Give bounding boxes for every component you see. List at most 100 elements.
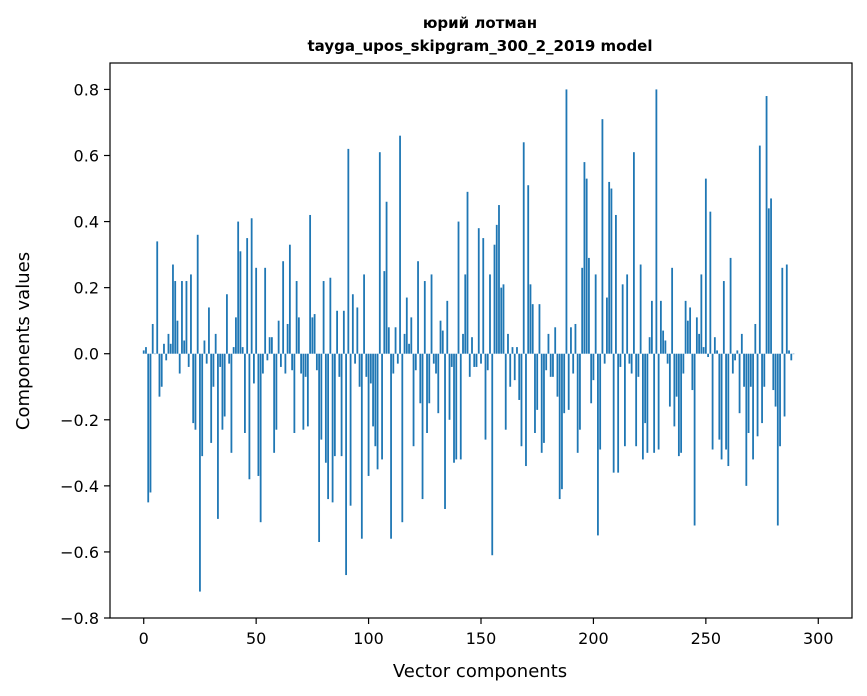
bar-209 <box>612 353 615 473</box>
bar-248 <box>700 274 703 354</box>
bar-187 <box>563 353 566 414</box>
bar-77 <box>315 353 318 371</box>
bar-106 <box>381 353 383 460</box>
bar-267 <box>743 353 745 387</box>
bar-86 <box>336 310 338 354</box>
bar-179 <box>545 353 548 371</box>
bar-124 <box>421 353 424 500</box>
bar-112 <box>394 327 397 354</box>
bar-38 <box>228 353 231 364</box>
bar-3 <box>149 353 152 493</box>
bar-220 <box>637 353 640 377</box>
bar-259 <box>725 353 727 450</box>
bar-210 <box>615 214 617 354</box>
bar-257 <box>720 353 723 460</box>
bar-144 <box>466 191 469 354</box>
bar-127 <box>428 353 431 404</box>
bar-265 <box>738 353 741 414</box>
chart-title: юрий лотман <box>423 14 537 32</box>
bar-255 <box>716 350 718 354</box>
bar-264 <box>736 350 739 354</box>
bar-115 <box>401 353 404 523</box>
bar-122 <box>417 261 419 354</box>
bar-277 <box>765 96 768 354</box>
bar-160 <box>502 284 505 354</box>
bar-195 <box>581 267 584 354</box>
bar-159 <box>500 287 503 354</box>
bar-268 <box>745 353 748 486</box>
bar-101 <box>369 353 372 384</box>
bar-143 <box>464 274 467 354</box>
bar-76 <box>313 314 316 354</box>
bar-6 <box>156 241 159 354</box>
bar-13 <box>172 264 174 354</box>
bar-193 <box>576 353 579 453</box>
bar-110 <box>390 353 392 539</box>
bar-249 <box>702 347 705 354</box>
bar-274 <box>758 145 761 354</box>
bar-63 <box>284 353 287 374</box>
bar-226 <box>650 300 653 354</box>
bar-95 <box>356 307 359 354</box>
bar-67 <box>293 353 296 433</box>
bar-27 <box>203 340 206 354</box>
y-tick-label-5: 0.2 <box>74 279 99 298</box>
y-tick-label-3: −0.2 <box>60 411 99 430</box>
bar-152 <box>484 353 487 440</box>
bar-258 <box>722 281 725 354</box>
bar-206 <box>606 297 608 354</box>
bar-239 <box>680 353 683 453</box>
bar-246 <box>695 317 698 354</box>
chart-title-group: юрий лотман tayga_upos_skipgram_300_2_20… <box>308 14 653 55</box>
bar-214 <box>624 353 626 447</box>
bar-172 <box>529 284 532 354</box>
bar-30 <box>210 353 213 443</box>
x-tick-label-2: 100 <box>353 629 384 648</box>
bar-237 <box>675 353 678 397</box>
bar-25 <box>199 353 201 592</box>
bar-215 <box>626 274 629 354</box>
bar-250 <box>704 178 707 354</box>
bar-233 <box>666 353 669 364</box>
bar-181 <box>549 353 552 377</box>
bar-94 <box>354 353 356 364</box>
bar-227 <box>653 353 656 453</box>
bar-62 <box>282 261 285 354</box>
bar-7 <box>158 353 161 397</box>
bar-73 <box>306 353 309 427</box>
y-axis: −0.8 −0.6 −0.4 −0.2 0.0 0.2 0.4 0.6 0.8 <box>60 80 110 628</box>
x-tick-label-6: 300 <box>803 629 834 648</box>
bar-278 <box>767 208 770 354</box>
bar-266 <box>740 333 743 354</box>
x-axis: 0 50 100 150 200 250 300 <box>139 618 834 648</box>
bar-74 <box>309 214 312 354</box>
bar-228 <box>655 89 658 354</box>
y-tick-label-1: −0.6 <box>60 543 99 562</box>
bar-281 <box>774 353 777 407</box>
bar-50 <box>255 267 258 354</box>
bar-167 <box>518 353 521 400</box>
bar-138 <box>453 353 455 463</box>
bar-251 <box>707 353 709 358</box>
bar-280 <box>772 353 775 391</box>
bar-92 <box>349 353 352 506</box>
bar-132 <box>439 320 442 354</box>
bar-131 <box>437 353 440 414</box>
bar-199 <box>590 353 593 404</box>
bar-103 <box>374 353 377 447</box>
bar-185 <box>558 353 561 500</box>
bar-166 <box>516 347 518 354</box>
bar-102 <box>372 353 374 427</box>
y-tick-label-2: −0.4 <box>60 477 99 496</box>
bar-41 <box>235 317 237 354</box>
bar-116 <box>403 333 406 354</box>
bar-156 <box>493 244 496 354</box>
bar-236 <box>673 353 676 427</box>
bar-261 <box>729 257 732 354</box>
bar-83 <box>329 277 332 354</box>
bar-123 <box>419 353 422 404</box>
bar-242 <box>686 320 689 354</box>
bar-221 <box>639 264 642 354</box>
bar-163 <box>509 353 512 387</box>
bar-19 <box>185 281 188 354</box>
